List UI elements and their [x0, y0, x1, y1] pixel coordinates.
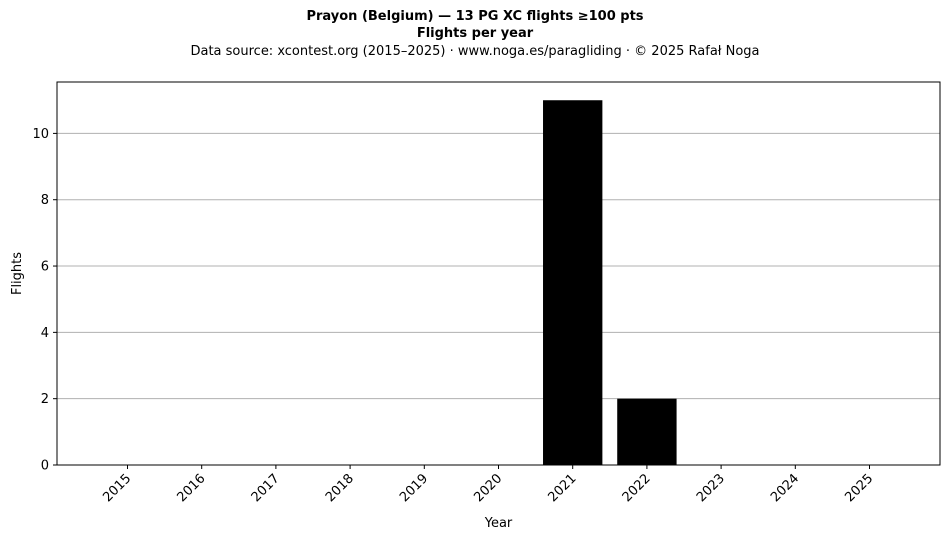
plot-frame [56, 81, 941, 466]
y-tick-label: 8 [41, 193, 49, 208]
x-axis: 2015 2016 2017 2018 2019 2020 2021 2022 2023 2024… [100, 465, 876, 505]
x-tick-label: 2023 [694, 471, 728, 505]
chart-title-block: Prayon (Belgium) — 13 PG XC flights ≥100… [0, 8, 950, 61]
y-tick-label: 10 [32, 127, 49, 142]
x-tick-label: 2021 [546, 471, 580, 505]
x-axis-label: Year [484, 516, 513, 531]
y-tick-label: 0 [41, 459, 49, 474]
x-tick-label: 2015 [100, 471, 134, 505]
x-tick-label: 2022 [620, 471, 654, 505]
x-tick-label: 2025 [842, 471, 876, 505]
x-tick-label: 2019 [397, 471, 431, 505]
y-tick-label: 6 [41, 260, 49, 275]
bar-2022 [617, 398, 677, 465]
grid-lines [57, 132, 940, 466]
y-tick-label: 2 [41, 392, 49, 407]
chart-source: Data source: xcontest.org (2015–2025) · … [190, 44, 760, 59]
x-tick-label: 2017 [249, 471, 283, 505]
x-tick-label: 2020 [471, 471, 505, 505]
x-tick-label: 2018 [323, 471, 357, 505]
y-tick-label: 4 [41, 326, 49, 341]
chart-title: Prayon (Belgium) — 13 PG XC flights ≥100… [306, 9, 644, 24]
y-axis: 0 2 4 6 8 10 [32, 127, 57, 474]
bar-2021 [543, 100, 603, 465]
x-tick-label: 2024 [768, 471, 802, 505]
x-tick-label: 2016 [175, 471, 209, 505]
y-axis-label: Flights [10, 252, 25, 295]
chart-subtitle: Flights per year [416, 26, 534, 41]
bars [543, 100, 677, 465]
